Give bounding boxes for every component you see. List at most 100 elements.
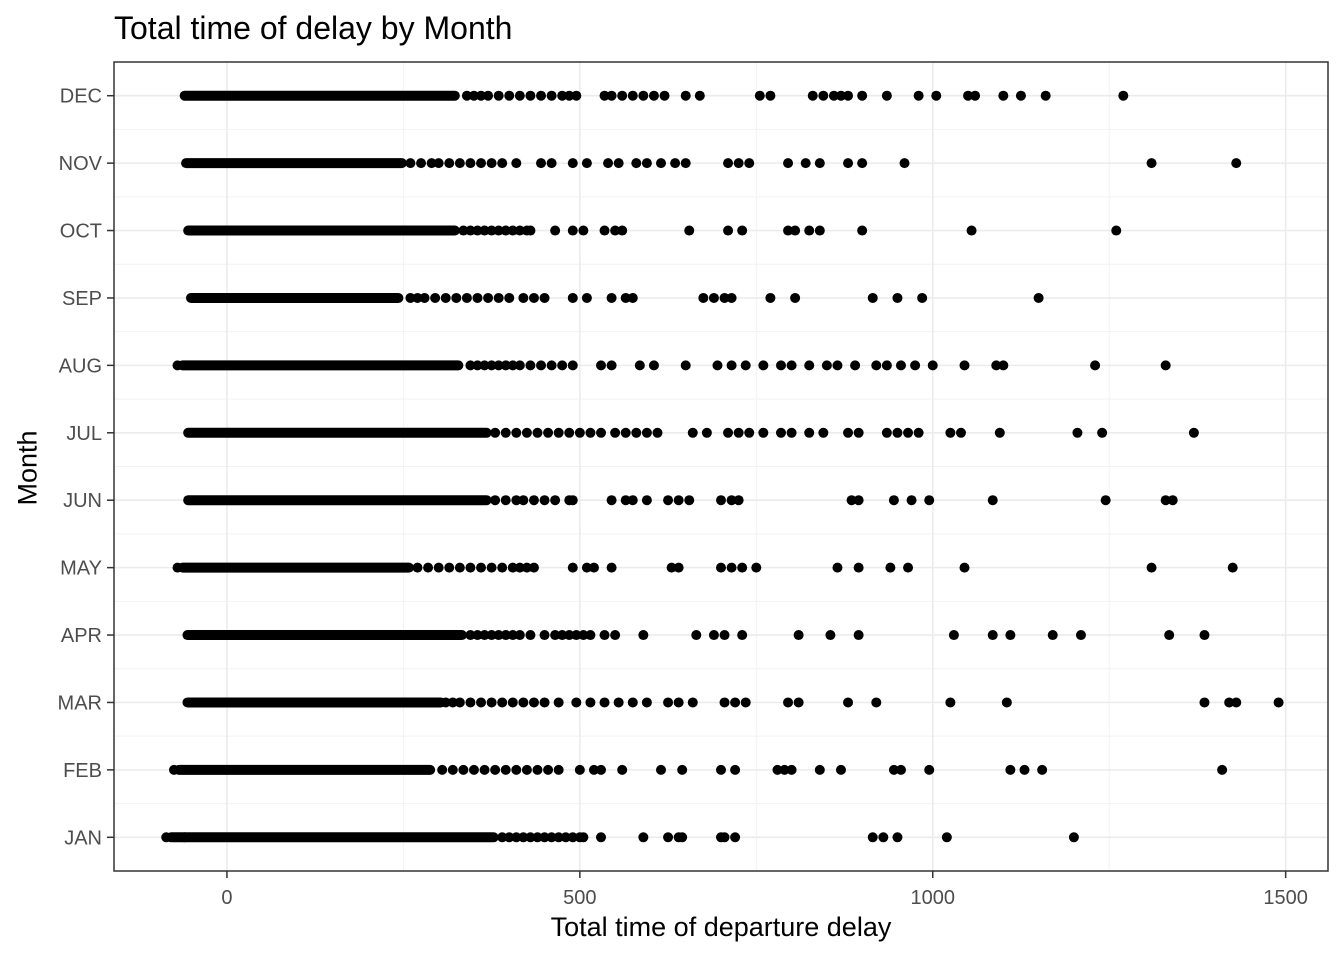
data-point	[168, 764, 179, 775]
data-point	[627, 292, 638, 303]
data-point	[987, 495, 998, 506]
data-point	[539, 495, 550, 506]
data-point	[648, 360, 659, 371]
data-point	[458, 225, 469, 236]
data-point	[497, 697, 508, 708]
data-point	[412, 562, 423, 573]
data-point	[684, 225, 695, 236]
data-point	[486, 158, 497, 169]
data-point	[525, 832, 536, 843]
y-tick-label: OCT	[60, 221, 102, 243]
data-point	[599, 697, 610, 708]
data-point	[539, 697, 550, 708]
data-point	[528, 562, 539, 573]
data-point	[465, 360, 476, 371]
data-point	[553, 832, 564, 843]
data-point	[1146, 158, 1157, 169]
data-point	[483, 90, 494, 101]
data-point	[596, 764, 607, 775]
data-point	[603, 158, 614, 169]
data-point	[518, 495, 529, 506]
data-point	[610, 427, 621, 438]
data-point	[680, 158, 691, 169]
dense-point-cluster	[182, 697, 446, 708]
data-point	[581, 158, 592, 169]
data-point	[913, 427, 924, 438]
y-tick-label: MAR	[58, 692, 102, 714]
data-point	[564, 90, 575, 101]
data-point	[543, 427, 554, 438]
data-point	[1160, 360, 1171, 371]
data-point	[504, 292, 515, 303]
data-point	[680, 360, 691, 371]
data-point	[567, 832, 578, 843]
dense-point-cluster	[173, 764, 436, 775]
data-point	[465, 158, 476, 169]
dense-point-cluster	[183, 427, 492, 438]
data-point	[606, 292, 617, 303]
data-point	[843, 427, 854, 438]
data-point	[638, 90, 649, 101]
data-point	[804, 360, 815, 371]
data-point	[895, 764, 906, 775]
data-point	[596, 427, 607, 438]
data-point	[536, 360, 547, 371]
data-point	[465, 225, 476, 236]
data-point	[899, 158, 910, 169]
data-point	[867, 292, 878, 303]
data-point	[1224, 697, 1235, 708]
data-point	[857, 158, 868, 169]
data-point	[733, 158, 744, 169]
data-point	[814, 225, 825, 236]
data-point	[740, 360, 751, 371]
data-point	[476, 562, 487, 573]
data-point	[853, 562, 864, 573]
data-point	[617, 90, 628, 101]
data-point	[843, 90, 854, 101]
data-point	[673, 562, 684, 573]
data-point	[726, 292, 737, 303]
data-point	[617, 764, 628, 775]
data-point	[525, 90, 536, 101]
data-point	[959, 360, 970, 371]
data-point	[1231, 158, 1242, 169]
data-point	[1273, 697, 1284, 708]
data-point	[571, 90, 582, 101]
data-point	[490, 427, 501, 438]
data-point	[627, 90, 638, 101]
dense-point-cluster	[177, 360, 464, 371]
data-point	[504, 90, 515, 101]
data-point	[687, 697, 698, 708]
x-tick-label: 0	[221, 887, 232, 909]
data-point	[1199, 697, 1210, 708]
data-point	[440, 697, 451, 708]
y-tick-label: FEB	[63, 760, 102, 782]
data-point	[567, 225, 578, 236]
data-point	[793, 630, 804, 641]
y-tick-label: JUL	[66, 423, 102, 445]
data-point	[574, 427, 585, 438]
series-jan	[161, 832, 1079, 843]
dense-point-cluster	[182, 630, 467, 641]
data-point	[726, 562, 737, 573]
data-point	[416, 158, 427, 169]
data-point	[790, 225, 801, 236]
data-point	[1072, 427, 1083, 438]
data-point	[1090, 360, 1101, 371]
data-point	[567, 158, 578, 169]
data-point	[528, 495, 539, 506]
data-point	[472, 292, 483, 303]
y-axis-title: Month	[12, 430, 43, 506]
data-point	[835, 90, 846, 101]
data-point	[539, 630, 550, 641]
data-point	[737, 225, 748, 236]
data-point	[994, 427, 1005, 438]
data-point	[606, 562, 617, 573]
data-point	[613, 697, 624, 708]
data-point	[461, 90, 472, 101]
data-point	[525, 360, 536, 371]
data-point	[1068, 832, 1079, 843]
data-point	[716, 495, 726, 506]
data-point	[751, 562, 762, 573]
